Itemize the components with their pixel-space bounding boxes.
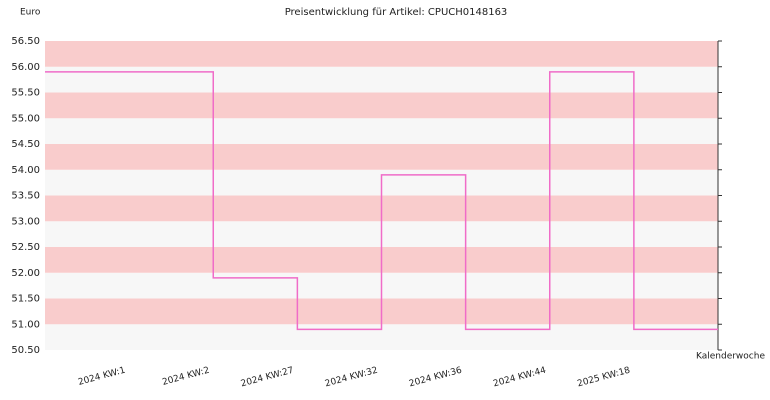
y-tick-label: 54.00 (11, 165, 40, 176)
x-tick-label: 2024 KW:44 (492, 366, 547, 390)
grid-band (45, 92, 718, 119)
y-tick-label: 53.50 (11, 191, 40, 202)
y-tick-label: 54.50 (11, 139, 40, 150)
grid-band (45, 118, 718, 144)
y-tick-label: 51.00 (11, 319, 40, 330)
y-tick-label: 56.50 (11, 36, 40, 47)
x-tick-label: 2024 KW:36 (408, 366, 463, 390)
y-tick-label: 50.50 (11, 345, 40, 356)
grid-band (45, 144, 718, 170)
y-tick-label: 55.00 (11, 113, 40, 124)
y-tick-label: 52.50 (11, 242, 40, 253)
y-tick-label: 51.50 (11, 294, 40, 305)
y-tick-label: 55.50 (11, 88, 40, 99)
grid-band (45, 66, 718, 93)
x-tick-label: 2024 KW:2 (161, 366, 210, 388)
grid-band (45, 41, 718, 67)
price-line (45, 71, 718, 331)
chart-title: Preisentwicklung für Artikel: CPUCH01481… (285, 7, 508, 18)
x-tick-label: 2024 KW:27 (240, 366, 295, 390)
y-axis-label: Euro (20, 8, 41, 18)
y-tick-label: 52.00 (11, 268, 40, 279)
x-tick-label: 2024 KW:1 (77, 366, 126, 388)
y-tick-label: 56.00 (11, 62, 40, 73)
x-axis-label: Kalenderwoche (696, 352, 765, 362)
x-tick-label: 2024 KW:32 (324, 366, 379, 390)
x-tick-label: 2025 KW:18 (576, 366, 631, 390)
y-tick-label: 53.00 (11, 216, 40, 227)
